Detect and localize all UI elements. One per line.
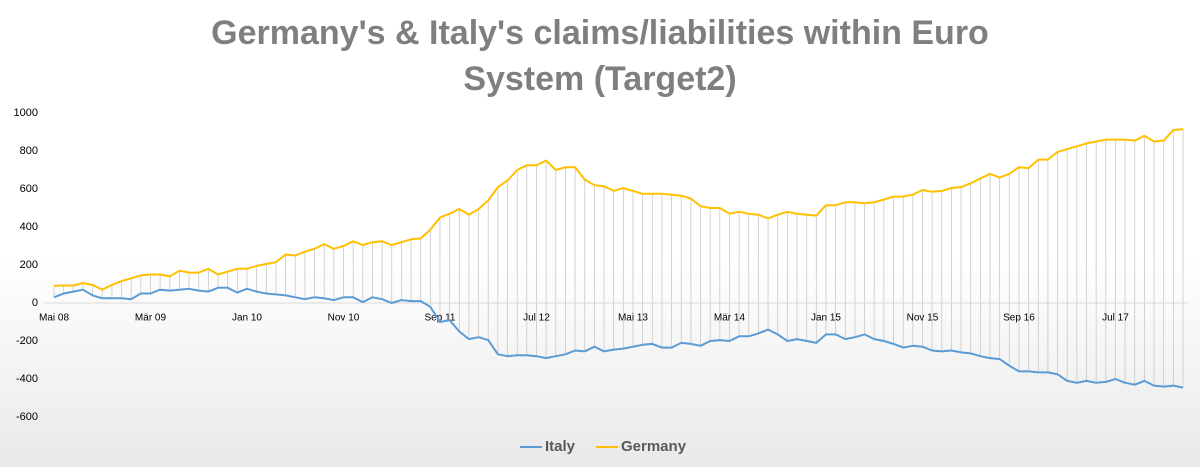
x-tick-label: Sep 16 bbox=[1003, 313, 1035, 324]
line-series bbox=[53, 286, 1184, 389]
legend-label: Italy bbox=[545, 438, 576, 455]
y-tick-label: 0 bbox=[32, 297, 38, 309]
x-tick-label: Mai 08 bbox=[39, 313, 69, 324]
x-tick-label: Sep 11 bbox=[425, 313, 456, 324]
x-tick-label: Mai 13 bbox=[618, 313, 648, 324]
y-tick-label: 600 bbox=[20, 183, 38, 195]
x-tick-label: Mär 14 bbox=[714, 313, 746, 324]
legend-label: Germany bbox=[621, 438, 687, 455]
x-tick-label: Mär 09 bbox=[135, 313, 167, 324]
y-tick-label: -600 bbox=[16, 411, 38, 423]
x-tick-label: Jul 12 bbox=[523, 313, 550, 324]
x-tick-label: Jul 17 bbox=[1102, 313, 1129, 324]
y-tick-label: 1000 bbox=[14, 107, 38, 119]
chart-title: Germany's & Italy's claims/liabilities w… bbox=[211, 14, 989, 98]
x-tick-label: Jan 10 bbox=[232, 313, 262, 324]
y-tick-label: 400 bbox=[20, 221, 38, 233]
y-tick-label: -400 bbox=[16, 373, 38, 385]
line-series bbox=[53, 128, 1184, 291]
y-tick-label: -200 bbox=[16, 335, 38, 347]
y-tick-label: 800 bbox=[20, 145, 38, 157]
x-tick-label: Nov 10 bbox=[328, 313, 360, 324]
y-tick-label: 200 bbox=[20, 259, 38, 271]
x-tick-label: Jan 15 bbox=[811, 313, 841, 324]
x-tick-label: Nov 15 bbox=[907, 313, 939, 324]
